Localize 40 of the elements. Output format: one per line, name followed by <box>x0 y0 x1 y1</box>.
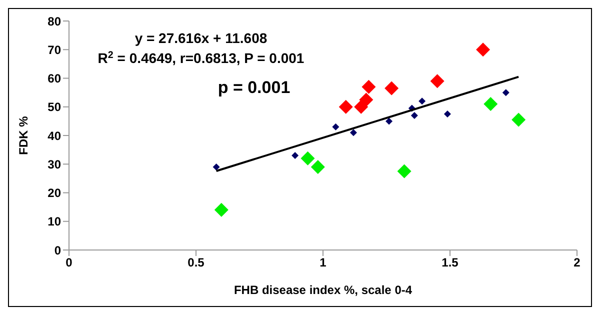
y-tick-label: 70 <box>48 42 62 57</box>
y-tick-label: 20 <box>48 186 62 200</box>
point <box>310 160 325 174</box>
y-tick-label: 10 <box>48 214 62 229</box>
point <box>212 163 220 170</box>
point <box>292 152 299 160</box>
point <box>512 112 526 127</box>
x-tick-label: 1 <box>320 256 327 270</box>
point <box>384 81 399 96</box>
y-tick-label: 30 <box>48 157 62 172</box>
x-tick-label: 0.5 <box>188 256 205 270</box>
y-tick-label: 40 <box>48 128 62 143</box>
x-tick-label: 1.5 <box>442 256 459 270</box>
point <box>338 100 353 114</box>
point <box>359 92 374 107</box>
point <box>430 74 444 88</box>
y-axis-title: FDK % <box>16 116 30 155</box>
y-tick-label: 0 <box>54 243 62 258</box>
x-axis-title: FHB disease index %, scale 0-4 <box>234 283 412 297</box>
x-tick-label: 2 <box>574 256 581 270</box>
annotation: y = 27.616x + 11.608 <box>134 30 268 46</box>
point <box>397 164 412 178</box>
point <box>300 151 315 166</box>
y-tick-label: 50 <box>48 100 62 114</box>
point <box>444 110 451 118</box>
annotation: p = 0.001 <box>218 78 290 97</box>
point <box>418 98 426 105</box>
annotation: R$^{2}$ = 0.4649, r=0.6813, P = 0.001 <box>98 50 304 66</box>
point <box>214 202 228 217</box>
point <box>350 129 357 136</box>
y-tick-label: 60 <box>48 72 62 86</box>
point <box>362 80 376 94</box>
y-tick-label: 80 <box>48 14 62 28</box>
point <box>484 97 498 112</box>
x-tick-label: 0 <box>66 256 73 270</box>
point <box>386 118 393 125</box>
point <box>332 123 340 130</box>
point <box>410 112 418 119</box>
point <box>476 42 490 57</box>
point <box>502 89 510 96</box>
